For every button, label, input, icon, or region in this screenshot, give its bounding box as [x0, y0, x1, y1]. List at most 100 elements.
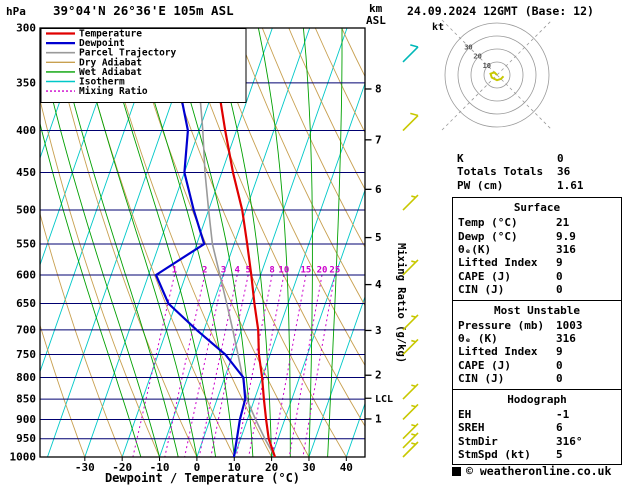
hodograph-diagonal — [441, 19, 553, 131]
stat-value: 21 — [556, 216, 570, 230]
wind-barb — [402, 383, 419, 400]
hodograph-ring-label: 30 — [464, 43, 472, 51]
parcel-trajectory-line — [196, 28, 276, 457]
stat-label: Dewp (°C) — [458, 229, 518, 243]
isotherm-line — [196, 28, 348, 457]
stat-value: 0 — [556, 358, 563, 372]
stat-label: PW (cm) — [457, 178, 504, 192]
legend-item-label: Mixing Ratio — [79, 86, 148, 97]
stat-value: 9 — [556, 256, 563, 270]
stat-value: 5 — [556, 447, 563, 461]
temp-tick-label: -20 — [112, 461, 132, 474]
pressure-tick-label: 400 — [16, 124, 36, 137]
lcl-label: LCL — [375, 394, 393, 405]
weatheronline-logo-icon — [452, 466, 461, 476]
stat-label: CIN (J) — [458, 283, 505, 297]
stat-label: StmDir — [458, 434, 498, 448]
stat-value: 9 — [556, 345, 563, 359]
stat-value: 0 — [556, 269, 563, 283]
wet-adiabat-line — [302, 28, 313, 457]
km-tick-label: 4 — [375, 278, 382, 291]
mixing-ratio-line — [210, 274, 249, 457]
mixing-ratio-line — [248, 274, 285, 457]
mixing-ratio-line — [184, 274, 224, 457]
km-tick-label: 2 — [375, 369, 382, 382]
stat-label: θₑ(K) — [458, 243, 492, 257]
mixing-ratio-value-label: 20 — [317, 266, 328, 276]
mixing-ratio-line — [271, 274, 307, 457]
isotherm-line — [345, 402, 365, 457]
dewpoint-line — [154, 28, 247, 457]
pressure-tick-label: 650 — [16, 297, 36, 310]
temp-tick-label: 10 — [228, 461, 241, 474]
stat-row: CIN (J) 0 — [458, 283, 616, 296]
legend-item-label: Temperature — [79, 29, 142, 40]
stats-panel: K 0 Totals Totals 36 PW (cm) 1.61 Surface Temp … — [452, 152, 622, 466]
stat-value: 316 — [556, 243, 576, 257]
stat-row: CAPE (J) 0 — [458, 359, 616, 372]
page-title: 39°04'N 26°36'E 105m ASL — [53, 3, 234, 18]
mixing-ratio-value-label: 8 — [269, 266, 274, 276]
stat-label: SREH — [458, 421, 485, 435]
mixing-ratio-line — [164, 274, 206, 457]
footer: © weatheronline.co.uk — [452, 464, 611, 478]
stats-section-title: Surface — [513, 201, 561, 215]
skewt-diagram: 1 2 3 4 5 8 10 15 20 2530035040045050055060065070… — [10, 2, 419, 485]
stats-section-most-unstable: Most Unstable Pressure (mb) 1003 θₑ (K) 316 L… — [452, 299, 622, 390]
stat-row: Lifted Index 9 — [458, 256, 616, 269]
stat-row: EH -1 — [458, 408, 616, 421]
stat-value: 1003 — [556, 318, 583, 332]
stat-row: CAPE (J) 0 — [458, 270, 616, 283]
stat-row: StmDir 316° — [458, 435, 616, 448]
stat-value: 1.61 — [557, 178, 584, 192]
datetime-label: 24.09.2024 12GMT (Base: 12) — [407, 4, 594, 18]
dry-adiabat-line — [341, 28, 365, 78]
stat-row: Dewp (°C) 9.9 — [458, 230, 616, 243]
wind-barb — [402, 338, 419, 356]
stat-row: θₑ(K) 316 — [458, 243, 616, 256]
pressure-tick-label: 750 — [16, 348, 36, 361]
stat-label: Pressure (mb) — [458, 318, 545, 332]
legend-item-label: Isotherm — [79, 77, 125, 88]
stat-value: 9.9 — [556, 229, 576, 243]
temp-axis-title: Dewpoint / Temperature (°C) — [105, 471, 300, 485]
stat-value: 0 — [556, 283, 563, 297]
stat-value: 0 — [556, 372, 563, 386]
isotherm-line — [159, 28, 311, 457]
copyright-text[interactable]: © weatheronline.co.uk — [466, 464, 612, 478]
stat-value: -1 — [556, 407, 570, 421]
mixing-ratio-value-label: 2 — [202, 266, 207, 276]
pressure-tick-label: 950 — [16, 432, 36, 445]
stat-row: Totals Totals 36 — [457, 165, 617, 178]
km-tick-label: 1 — [375, 412, 382, 425]
stat-row: PW (cm) 1.61 — [457, 179, 617, 192]
stats-top-rows: K 0 Totals Totals 36 PW (cm) 1.61 — [452, 152, 622, 198]
dry-adiabat-line — [314, 28, 365, 134]
stat-label: CIN (J) — [458, 372, 505, 386]
pressure-tick-label: 850 — [16, 393, 36, 406]
stat-label: Lifted Index — [458, 256, 538, 270]
pressure-tick-label: 600 — [16, 268, 36, 281]
pressure-tick-label: 800 — [16, 371, 36, 384]
wind-barb — [402, 112, 419, 132]
stat-label: EH — [458, 407, 472, 421]
stat-label: Lifted Index — [458, 345, 538, 359]
hodograph-ring — [470, 48, 524, 102]
stat-row: CIN (J) 0 — [458, 372, 616, 385]
mixing-ratio-axis-label: Mixing Ratio (g/kg) — [395, 243, 407, 363]
km-tick-label: 3 — [375, 324, 382, 337]
temp-tick-label: 30 — [302, 461, 315, 474]
mixing-ratio-line — [198, 274, 238, 457]
pressure-tick-label: 350 — [16, 76, 36, 89]
isotherm-line — [271, 188, 365, 457]
hodograph-ring-label: 20 — [473, 53, 481, 61]
wet-adiabat-line — [327, 28, 343, 457]
hodograph-ring — [483, 61, 511, 89]
pressure-tick-label: 500 — [16, 204, 36, 217]
temp-tick-label: 20 — [265, 461, 278, 474]
dry-adiabat-line — [288, 28, 365, 191]
pressure-axis-unit: hPa — [6, 5, 26, 18]
